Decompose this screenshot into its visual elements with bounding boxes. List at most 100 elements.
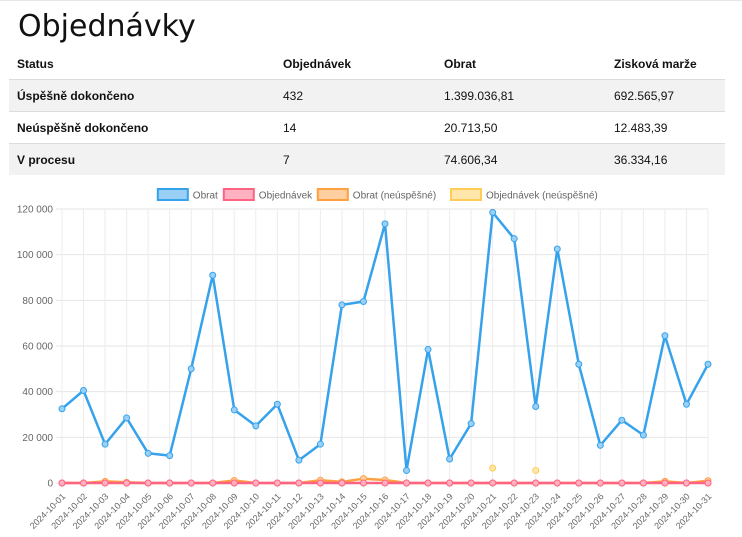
data-point <box>101 479 109 487</box>
data-point <box>359 297 367 305</box>
data-point <box>403 466 411 474</box>
legend-swatch <box>156 188 189 201</box>
row-revenue: 20.713,50 <box>436 111 606 144</box>
y-tick-label: 60 000 <box>22 342 53 353</box>
data-point <box>596 479 604 487</box>
data-point <box>359 479 367 487</box>
data-point <box>510 479 518 487</box>
data-point <box>252 422 260 430</box>
data-point <box>575 479 583 487</box>
data-point <box>424 345 432 353</box>
legend-label: Obrat <box>193 191 218 202</box>
page-title: Objednávky <box>18 9 196 44</box>
data-point <box>381 220 389 228</box>
data-point <box>123 479 131 487</box>
y-tick-label: 120 000 <box>17 205 54 216</box>
data-point <box>403 479 411 487</box>
data-point <box>230 479 238 487</box>
data-point <box>618 416 626 424</box>
data-point <box>316 479 324 487</box>
data-point <box>489 479 497 487</box>
data-point <box>467 479 475 487</box>
row-status: Neúspěšně dokončeno <box>9 111 275 144</box>
data-point <box>209 271 217 279</box>
data-point <box>704 360 712 368</box>
data-point <box>704 479 712 487</box>
data-point <box>639 431 647 439</box>
data-point <box>532 466 540 474</box>
row-revenue: 1.399.036,81 <box>436 79 606 112</box>
y-tick-label: 20 000 <box>22 433 53 444</box>
y-tick-label: 80 000 <box>22 296 53 307</box>
data-point <box>682 479 690 487</box>
legend-swatch <box>450 188 482 201</box>
legend-swatch <box>316 188 349 201</box>
row-status: Úspěšně dokončeno <box>9 79 275 112</box>
data-point <box>338 301 346 309</box>
data-point <box>80 387 88 395</box>
header-status: Status <box>17 56 54 71</box>
data-point <box>187 479 195 487</box>
top-divider <box>0 0 742 1</box>
data-point <box>424 479 432 487</box>
data-point <box>618 479 626 487</box>
y-tick-label: 100 000 <box>17 250 54 261</box>
legend-label: Objednávek (neúspěšné) <box>486 191 598 202</box>
data-point <box>446 455 454 463</box>
data-point <box>510 235 518 243</box>
y-tick-label: 0 <box>47 479 53 490</box>
table-header-row: Status Objednávek Obrat Zisková marže <box>9 48 725 80</box>
y-tick-label: 40 000 <box>22 387 53 398</box>
header-orders: Objednávek <box>283 56 352 71</box>
data-point <box>661 332 669 340</box>
data-point <box>58 479 66 487</box>
row-margin: 692.565,97 <box>606 79 725 112</box>
data-point <box>446 479 454 487</box>
data-point <box>144 449 152 457</box>
data-point <box>58 405 66 413</box>
data-point <box>295 479 303 487</box>
data-point <box>682 400 690 408</box>
data-point <box>80 479 88 487</box>
table-row: Úspěšně dokončeno 432 1.399.036,81 692.5… <box>9 79 725 112</box>
data-point <box>101 440 109 448</box>
data-point <box>316 440 324 448</box>
row-margin: 36.334,16 <box>606 143 725 175</box>
data-point <box>252 479 260 487</box>
row-count: 7 <box>275 143 436 175</box>
row-status: V procesu <box>9 143 275 175</box>
data-point <box>230 406 238 414</box>
data-point <box>575 360 583 368</box>
data-point <box>187 365 195 373</box>
header-margin: Zisková marže <box>614 56 697 71</box>
data-point <box>532 403 540 411</box>
data-point <box>338 479 346 487</box>
data-point <box>489 464 497 472</box>
data-point <box>489 208 497 216</box>
data-point <box>209 479 217 487</box>
table-row: V procesu 7 74.606,34 36.334,16 <box>9 143 725 175</box>
data-point <box>467 420 475 428</box>
row-count: 432 <box>275 79 436 112</box>
data-point <box>273 479 281 487</box>
data-point <box>532 479 540 487</box>
table-row: Neúspěšně dokončeno 14 20.713,50 12.483,… <box>9 111 725 144</box>
data-point <box>166 452 174 460</box>
data-point <box>639 479 647 487</box>
data-point <box>166 479 174 487</box>
data-point <box>273 400 281 408</box>
row-revenue: 74.606,34 <box>436 143 606 175</box>
legend-label: Objednávek <box>259 191 313 202</box>
row-count: 14 <box>275 111 436 144</box>
row-margin: 12.483,39 <box>606 111 725 144</box>
orders-summary-table: Status Objednávek Obrat Zisková marže Ús… <box>9 48 725 175</box>
legend-swatch <box>222 188 255 201</box>
data-point <box>553 245 561 253</box>
data-point <box>553 479 561 487</box>
data-point <box>144 479 152 487</box>
data-point <box>661 479 669 487</box>
legend-label: Obrat (neúspěšné) <box>353 191 436 202</box>
data-point <box>596 441 604 449</box>
data-point <box>381 479 389 487</box>
